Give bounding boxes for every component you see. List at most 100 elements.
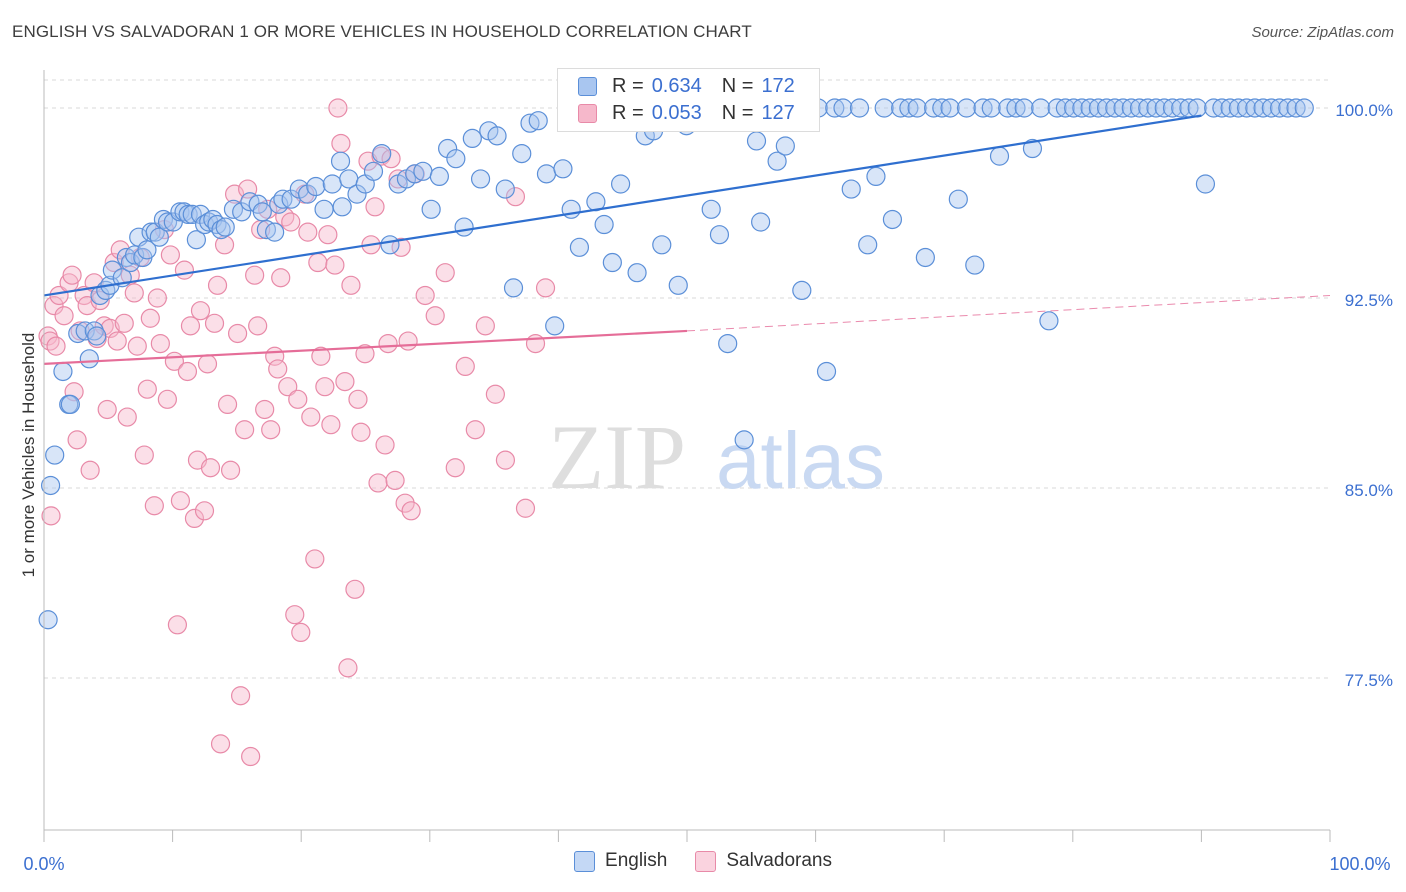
- english-point: [792, 280, 812, 300]
- salvadoran-legend-label: Salvadorans: [726, 850, 832, 871]
- english-point: [503, 278, 524, 298]
- english-point: [1146, 98, 1166, 118]
- salvadoran-point: [124, 283, 144, 303]
- salvadoran-point: [134, 445, 154, 465]
- english-point: [1286, 98, 1306, 118]
- english-point: [45, 445, 65, 465]
- english-point: [746, 131, 767, 151]
- english-point: [1245, 98, 1265, 118]
- english-point: [215, 217, 235, 237]
- english-point: [1212, 98, 1232, 118]
- english-point: [38, 610, 58, 630]
- english-point: [190, 204, 211, 224]
- english-point: [1096, 98, 1117, 118]
- english-point: [775, 136, 795, 156]
- english-point: [1294, 98, 1314, 118]
- legend-item-english: English: [574, 850, 667, 872]
- salvadoran-point: [301, 407, 321, 427]
- salvadoran-point: [217, 394, 238, 414]
- salvadoran-point: [245, 265, 265, 285]
- english-point: [1047, 98, 1067, 118]
- salvadoran-point: [318, 225, 338, 245]
- salvadoran-point: [355, 344, 375, 364]
- english-point: [84, 321, 104, 341]
- english-point: [1237, 98, 1257, 118]
- english-point: [841, 179, 861, 199]
- english-point: [891, 98, 911, 118]
- salvadoran-point: [391, 237, 411, 257]
- salvadoran-r-value: 0.053: [651, 101, 702, 124]
- english-point: [1228, 98, 1248, 118]
- english-point: [965, 255, 985, 275]
- watermark-zip: ZIP: [548, 406, 686, 508]
- salvadoran-point: [137, 379, 157, 399]
- english-point: [751, 212, 771, 232]
- english-point: [462, 128, 482, 148]
- english-point: [594, 214, 614, 235]
- english-point: [528, 111, 548, 131]
- salvadoran-point: [150, 334, 170, 354]
- salvadoran-point: [345, 579, 365, 599]
- salvadoran-legend-swatch: [695, 850, 717, 872]
- legend-row-salvadoran: R = 0.053 N = 127: [578, 100, 795, 126]
- english-point: [413, 161, 433, 181]
- x-tick-label: 0.0%: [23, 854, 64, 874]
- english-point: [182, 204, 202, 224]
- english-point: [932, 98, 952, 118]
- salvadoran-n-label: N =: [721, 101, 754, 124]
- english-point: [1064, 98, 1084, 118]
- english-point: [454, 217, 474, 237]
- english-point: [602, 252, 622, 273]
- english-point: [1204, 98, 1224, 118]
- salvadoran-point: [231, 686, 251, 706]
- english-point: [924, 98, 944, 118]
- english-point: [536, 164, 557, 184]
- english-point: [610, 174, 631, 194]
- legend-item-salvadoran: Salvadorans: [695, 850, 832, 872]
- axes: 100.0% 92.5% 85.0% 77.5% 0.0% 100.0%: [23, 70, 1393, 874]
- english-point: [1031, 98, 1051, 118]
- salvadoran-point: [331, 133, 351, 154]
- salvadoran-point: [515, 498, 536, 518]
- english-point: [940, 98, 960, 118]
- english-point: [102, 260, 122, 280]
- salvadoran-point: [348, 389, 368, 409]
- salvadoran-point: [197, 354, 218, 374]
- salvadoran-swatch: [578, 103, 597, 123]
- english-point: [332, 197, 352, 217]
- english-point: [252, 202, 272, 222]
- english-r-label: R =: [612, 74, 644, 97]
- salvadoran-point: [445, 458, 465, 478]
- english-point: [545, 316, 565, 336]
- english-point: [297, 184, 318, 204]
- english-point: [446, 149, 466, 169]
- salvadoran-point: [285, 605, 305, 625]
- salvadoran-point: [378, 334, 398, 354]
- english-point: [709, 225, 730, 245]
- english-point: [137, 240, 157, 260]
- english-point: [1171, 98, 1191, 118]
- english-point: [1138, 98, 1158, 118]
- english-point: [330, 151, 351, 171]
- salvadoran-point: [298, 222, 318, 242]
- english-point: [186, 230, 206, 250]
- salvadoran-point: [535, 278, 556, 298]
- salvadoran-point: [167, 615, 188, 635]
- english-n-label: N =: [721, 74, 754, 97]
- english-point: [60, 394, 80, 414]
- salvadoran-point: [64, 382, 84, 402]
- english-point: [512, 144, 532, 164]
- grid-lines: [44, 79, 1330, 679]
- salvadoran-point: [321, 415, 341, 435]
- y-tick-label: 85.0%: [1345, 481, 1393, 500]
- english-point: [858, 235, 878, 255]
- english-point: [767, 151, 787, 171]
- salvadoran-point: [278, 377, 298, 397]
- salvadoran-point: [325, 255, 345, 275]
- english-point: [981, 98, 1001, 118]
- english-point: [553, 159, 573, 179]
- salvadoran-point: [375, 435, 395, 455]
- salvadoran-point: [435, 263, 455, 283]
- english-point: [825, 98, 845, 118]
- salvadoran-point: [425, 306, 445, 326]
